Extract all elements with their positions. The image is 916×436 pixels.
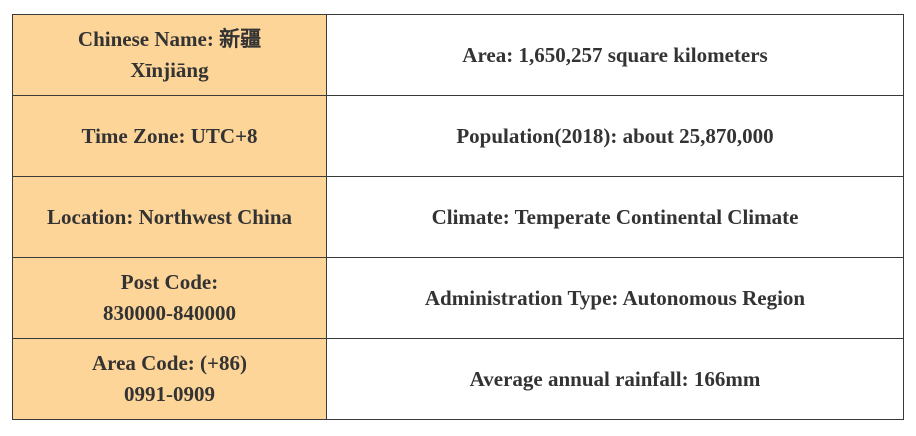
value-cell: Administration Type: Autonomous Region [326, 257, 904, 339]
value-cell: Climate: Temperate Continental Climate [326, 176, 904, 258]
table-row: Time Zone: UTC+8 Population(2018): about … [12, 95, 904, 177]
cell-text: Time Zone: UTC+8 [81, 123, 258, 148]
key-cell: Post Code: 830000-840000 [12, 257, 327, 339]
cell-text: Climate: Temperate Continental Climate [431, 204, 799, 229]
value-cell: Average annual rainfall: 166mm [326, 338, 904, 420]
cell-text: Area Code: (+86) [91, 351, 248, 375]
table-row: Location: Northwest China Climate: Temper… [12, 176, 904, 258]
cell-text: 0991-0909 [124, 382, 215, 406]
info-table: Chinese Name: 新疆 Xīnjiāng Area: 1,650,257 … [12, 14, 904, 420]
key-cell: Chinese Name: 新疆 Xīnjiāng [12, 14, 327, 96]
value-cell: Area: 1,650,257 square kilometers [326, 14, 904, 96]
key-cell: Location: Northwest China [12, 176, 327, 258]
cell-text: Population(2018): about 25,870,000 [456, 123, 774, 148]
key-cell: Time Zone: UTC+8 [12, 95, 327, 177]
table-body: Chinese Name: 新疆 Xīnjiāng Area: 1,650,257 … [12, 14, 904, 420]
cell-text: Post Code: [120, 270, 219, 294]
table-row: Post Code: 830000-840000 Administration Ty… [12, 257, 904, 339]
table-row: Chinese Name: 新疆 Xīnjiāng Area: 1,650,257 … [12, 14, 904, 96]
cell-text: Area: 1,650,257 square kilometers [462, 42, 768, 67]
cell-text: Administration Type: Autonomous Region [424, 285, 806, 310]
cell-text: Average annual rainfall: 166mm [469, 366, 761, 391]
cell-text: 830000-840000 [103, 301, 236, 325]
table-row: Area Code: (+86) 0991-0909 Average annual … [12, 338, 904, 420]
cell-text: Location: Northwest China [47, 204, 292, 229]
cell-text: Chinese Name: 新疆 [77, 27, 262, 51]
cell-text: Xīnjiāng [130, 58, 209, 82]
value-cell: Population(2018): about 25,870,000 [326, 95, 904, 177]
key-cell: Area Code: (+86) 0991-0909 [12, 338, 327, 420]
